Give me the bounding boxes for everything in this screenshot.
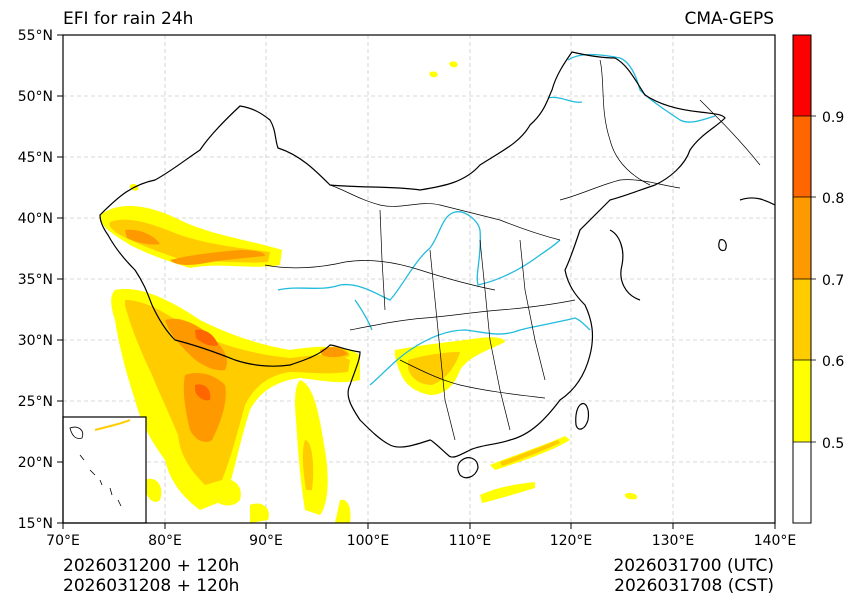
lon-label: 80°E [148,533,182,549]
valid-time-utc: 2026031700 (UTC) [613,556,774,576]
map-title: EFI for rain 24h [63,9,194,29]
lon-label: 140°E [754,533,797,549]
lat-label: 45°N [18,150,53,166]
model-name: CMA-GEPS [684,9,774,29]
lat-label: 25°N [18,394,53,410]
lat-label: 20°N [18,455,53,471]
colorbar-label: 0.7 [822,273,844,289]
colorbar-label: 0.5 [822,436,844,452]
init-time-utc: 2026031200 + 120h [63,556,240,576]
colorbar-segment-0.6 [793,279,811,360]
colorbar: 0.9 0.8 0.7 0.6 0.5 [792,34,844,524]
province-borders [264,59,761,441]
valid-time-cst: 2026031708 (CST) [614,576,774,596]
lon-label: 90°E [249,533,283,549]
efi-band-0.7 [125,229,348,442]
efi-shading [100,61,638,523]
lon-label: 130°E [652,533,695,549]
rivers [277,53,716,386]
axis-ticks [57,34,776,529]
lon-label: 70°E [46,533,80,549]
colorbar-segment-0.8 [793,116,811,197]
lon-label: 100°E [347,533,390,549]
lat-label: 40°N [18,211,53,227]
lon-labels: 70°E 80°E 90°E 100°E 110°E 120°E 130°E 1… [46,533,796,549]
colorbar-label: 0.6 [822,354,844,370]
colorbar-segment-0.9 [793,35,811,116]
national-borders [99,51,775,479]
lat-label: 50°N [18,89,53,105]
lat-label: 15°N [18,516,53,532]
lon-label: 110°E [449,533,492,549]
lat-labels: 55°N 50°N 45°N 40°N 35°N 30°N 25°N 20°N … [18,28,53,532]
lat-label: 55°N [18,28,53,44]
colorbar-segment-0.7 [793,197,811,279]
lat-label: 35°N [18,272,53,288]
colorbar-label: 0.8 [822,191,844,207]
colorbar-segment-below [793,442,811,523]
lat-label: 30°N [18,333,53,349]
colorbar-segment-0.5 [793,360,811,442]
efi-band-0.8 [195,329,218,401]
inset-map [62,416,147,524]
init-time-cst: 2026031208 + 120h [63,576,240,596]
colorbar-label: 0.9 [822,110,844,126]
lon-label: 120°E [550,533,593,549]
